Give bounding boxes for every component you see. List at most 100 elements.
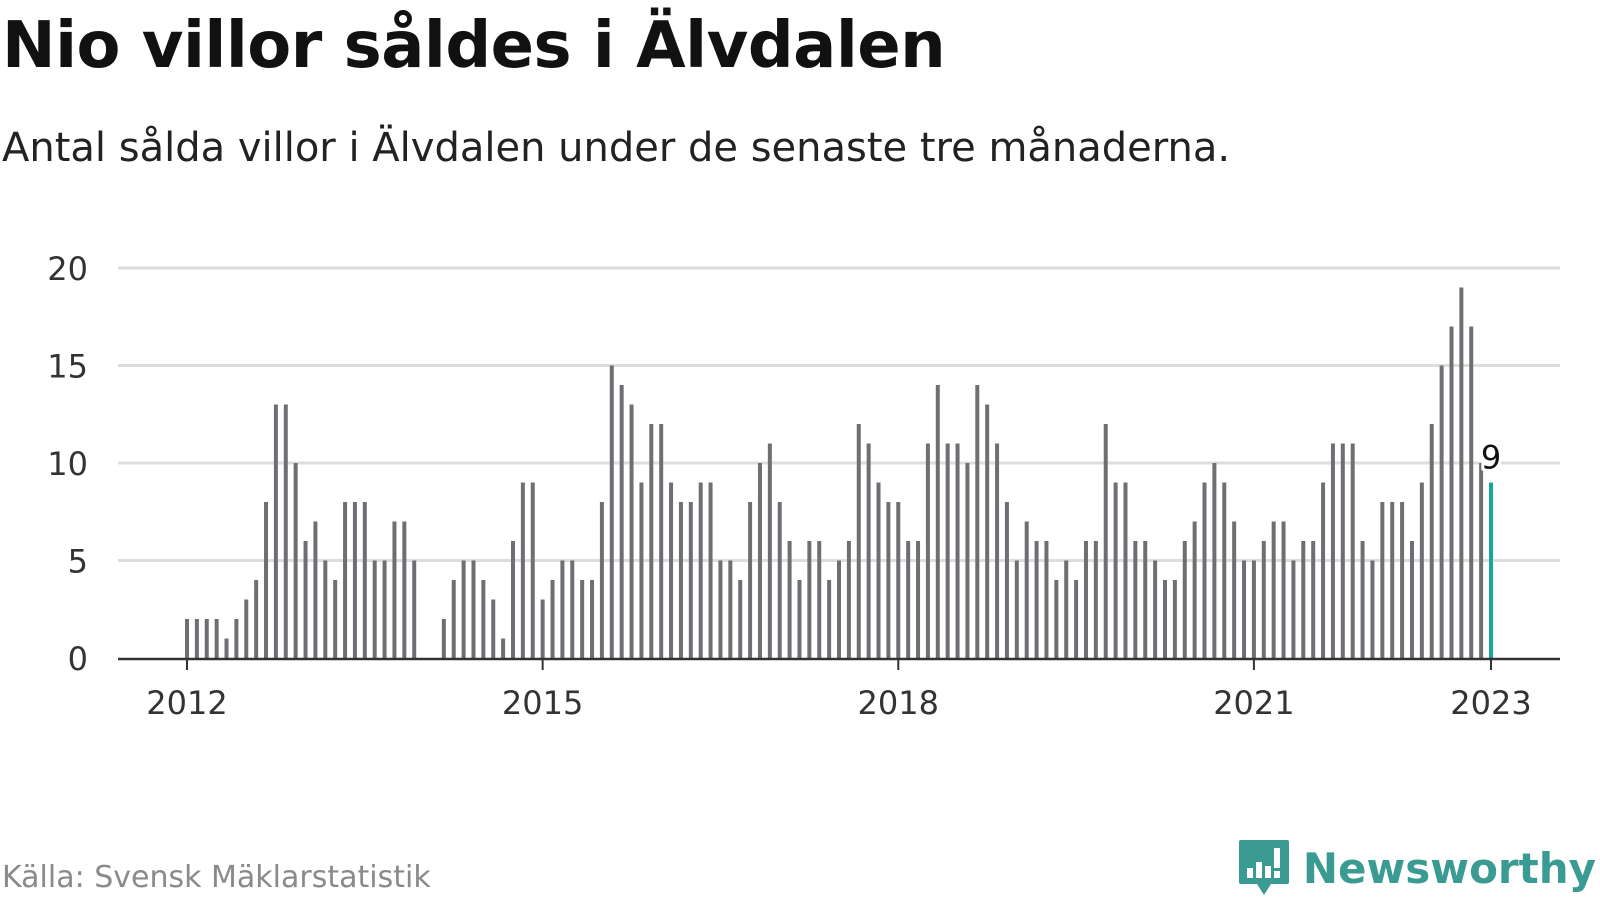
bar	[1054, 580, 1059, 658]
bar	[935, 385, 940, 658]
bar	[748, 502, 753, 658]
bar	[244, 599, 249, 658]
newsworthy-chart-logo-icon	[1238, 840, 1289, 895]
bar	[1439, 365, 1444, 658]
bar	[757, 463, 762, 658]
bar	[846, 541, 851, 658]
bar	[1044, 541, 1049, 658]
bar	[540, 599, 545, 658]
x-tick-label: 2021	[1213, 684, 1294, 722]
bar	[896, 502, 901, 658]
bar	[906, 541, 911, 658]
bar	[698, 482, 703, 658]
bar	[1093, 541, 1098, 658]
source-note: Källa: Svensk Mäklarstatistik	[2, 860, 431, 895]
bar	[1251, 560, 1256, 658]
bar	[214, 619, 219, 658]
bar	[343, 502, 348, 658]
bar	[1133, 541, 1138, 658]
bar	[1469, 326, 1474, 658]
bar	[372, 560, 377, 658]
bar	[1192, 521, 1197, 658]
bar	[234, 619, 239, 658]
bar	[708, 482, 713, 658]
bar	[777, 502, 782, 658]
bar	[639, 482, 644, 658]
bar	[1242, 560, 1247, 658]
bar	[1321, 482, 1326, 658]
bar	[1291, 560, 1296, 658]
bar	[303, 541, 308, 658]
bar-highlight	[1489, 482, 1493, 658]
bar	[1340, 443, 1345, 658]
bar	[767, 443, 772, 658]
bar	[471, 560, 476, 658]
x-tick-label: 2023	[1450, 684, 1531, 722]
bar	[461, 560, 466, 658]
bar	[945, 443, 950, 658]
bar	[985, 404, 990, 658]
bar	[362, 502, 367, 658]
bar	[1350, 443, 1355, 658]
bar	[1390, 502, 1395, 658]
bar	[501, 638, 506, 658]
bar	[1360, 541, 1365, 658]
bar	[1232, 521, 1237, 658]
bar-chart: 0 5 10 15 20 2012 2015 2018 2021 2023 9	[47, 250, 1560, 722]
bar	[876, 482, 881, 658]
bar	[1113, 482, 1118, 658]
bar	[688, 502, 693, 658]
data-labels: 9	[1478, 436, 1504, 480]
bar	[1074, 580, 1079, 658]
bar	[1163, 580, 1167, 658]
bar	[580, 580, 585, 658]
bar	[550, 580, 555, 658]
data-label-latest: 9	[1481, 439, 1501, 477]
x-tick-label: 2015	[502, 684, 583, 722]
bar	[955, 443, 960, 658]
bar	[1103, 424, 1108, 658]
bar	[1034, 541, 1039, 658]
bar	[382, 560, 387, 658]
bar	[1429, 424, 1434, 658]
bar	[412, 560, 417, 658]
x-tick-label: 2012	[146, 684, 227, 722]
bar	[1014, 560, 1019, 658]
bar	[738, 580, 743, 658]
bar	[1202, 482, 1207, 658]
bar	[629, 404, 634, 658]
bar	[1172, 580, 1177, 658]
bar	[649, 424, 654, 658]
bar	[1064, 560, 1069, 658]
bar	[392, 521, 397, 658]
bar	[560, 560, 565, 658]
bar	[669, 482, 674, 658]
bar	[1024, 521, 1029, 658]
bar	[185, 619, 189, 658]
bar	[590, 580, 595, 658]
bar	[1449, 326, 1454, 658]
y-axis-ticks: 0 5 10 15 20	[47, 250, 88, 678]
bar	[1330, 443, 1335, 658]
bar	[609, 365, 614, 658]
x-axis-ticks: 2012 2015 2018 2021 2023	[146, 660, 1532, 722]
bar	[1419, 482, 1424, 658]
bar	[797, 580, 802, 658]
bar	[530, 482, 535, 658]
bar	[323, 560, 328, 658]
bar	[264, 502, 269, 658]
bar	[1409, 541, 1414, 658]
bar	[787, 541, 792, 658]
bar	[728, 560, 733, 658]
bar	[1083, 541, 1088, 658]
bar	[511, 541, 515, 658]
bar	[441, 619, 446, 658]
bar	[1261, 541, 1266, 658]
bar	[856, 424, 861, 658]
x-tick-label: 2018	[858, 684, 939, 722]
brand[interactable]: Newsworthy	[1237, 838, 1596, 898]
y-tick-label: 5	[68, 543, 88, 581]
bar	[866, 443, 871, 658]
bar	[491, 599, 496, 658]
bar	[520, 482, 525, 658]
